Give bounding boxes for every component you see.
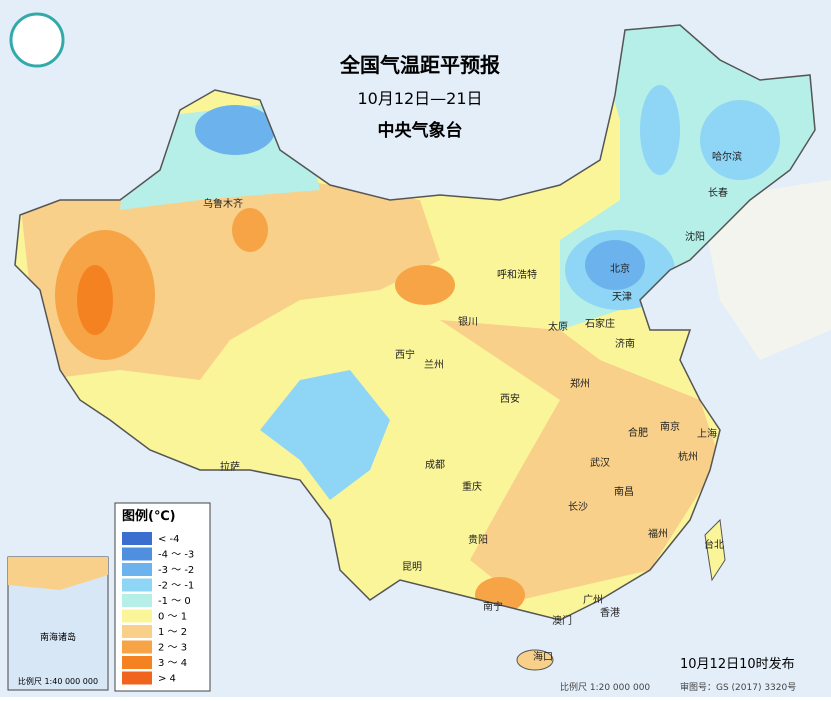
inset-label: 南海诸岛 [40,631,76,643]
city: 长沙 [568,501,588,513]
legend-label: 2 ～ 3 [158,643,187,654]
city: 长春 [708,187,728,199]
legend-swatch [122,640,152,654]
cities: 乌鲁木齐 哈尔滨 长春 沈阳 北京 天津 呼和浩特 石家庄 太原 济南 银川 西… [203,150,742,663]
legend-label: -3 ～ -2 [158,565,194,576]
legend-swatch [122,625,152,638]
legend-label: 1 ～ 2 [158,627,187,638]
city: 南昌 [614,485,634,498]
legend-title: 图例(℃) [122,508,176,524]
legend-label: -4 ～ -3 [158,550,194,561]
scale: 比例尺 1:20 000 000 [560,681,650,693]
city: 哈尔滨 [712,150,742,163]
legend-swatch [122,563,152,576]
city: 济南 [615,337,635,350]
title: 全国气温距平预报 [339,53,500,77]
inset-scale: 比例尺 1:40 000 000 [18,676,98,686]
city: 武汉 [590,456,610,469]
city: 西宁 [395,348,415,361]
city: 北京 [610,262,630,275]
legend-swatch [122,671,152,685]
legend-label: -2 ～ -1 [158,581,194,592]
city: 郑州 [570,377,590,390]
city: 重庆 [462,480,482,493]
city: 杭州 [678,450,698,463]
city: 南京 [660,420,680,433]
legend-label: 0 ～ 1 [158,612,187,623]
city: 合肥 [628,426,648,439]
legend-swatch [122,547,152,561]
city: 昆明 [402,561,422,573]
inset-land [8,557,108,590]
city: 乌鲁木齐 [203,197,243,210]
issuer: 中央气象台 [378,120,463,141]
legend-swatch [122,578,152,592]
hainan [516,649,554,671]
approval: 审图号：GS (2017) 3320号 [680,681,796,693]
city: 澳门 [552,614,572,627]
city: 银川 [458,315,478,328]
legend-swatch [122,656,152,669]
city: 兰州 [424,358,444,371]
city: 台北 [704,538,724,551]
city: 上海 [697,427,717,440]
inset: 南海诸岛 比例尺 1:40 000 000 [7,556,109,691]
legend-swatch [122,594,152,607]
city: 福州 [648,527,668,540]
city: 广州 [583,594,603,606]
legend: 图例(℃) < -4 -4 ～ -3 -3 ～ -2 -2 ～ -1 -1 ～ 0 0 ～… [114,502,211,692]
city: 太原 [548,320,568,333]
city: 贵阳 [468,533,488,546]
legend-swatch [122,609,152,623]
legend-label: -1 ～ 0 [158,596,191,607]
city: 西安 [500,392,520,405]
legend-label: 3 ～ 4 [158,658,187,669]
city: 香港 [600,607,620,619]
city: 南宁 [483,600,503,613]
city: 成都 [425,459,445,471]
city: 天津 [612,291,632,303]
city: 海口 [533,650,553,663]
city: 沈阳 [685,230,705,243]
city: 拉萨 [220,460,240,473]
date-range: 10月12日—21日 [357,89,482,108]
issued: 10月12日10时发布 [680,656,795,672]
logo [9,12,65,68]
neighbor-land [700,180,831,360]
legend-label: < -4 [158,534,180,545]
taiwan [704,518,726,582]
city: 呼和浩特 [497,269,537,281]
legend-swatch [122,532,152,545]
legend-label: > 4 [158,674,176,685]
city: 石家庄 [585,317,615,330]
